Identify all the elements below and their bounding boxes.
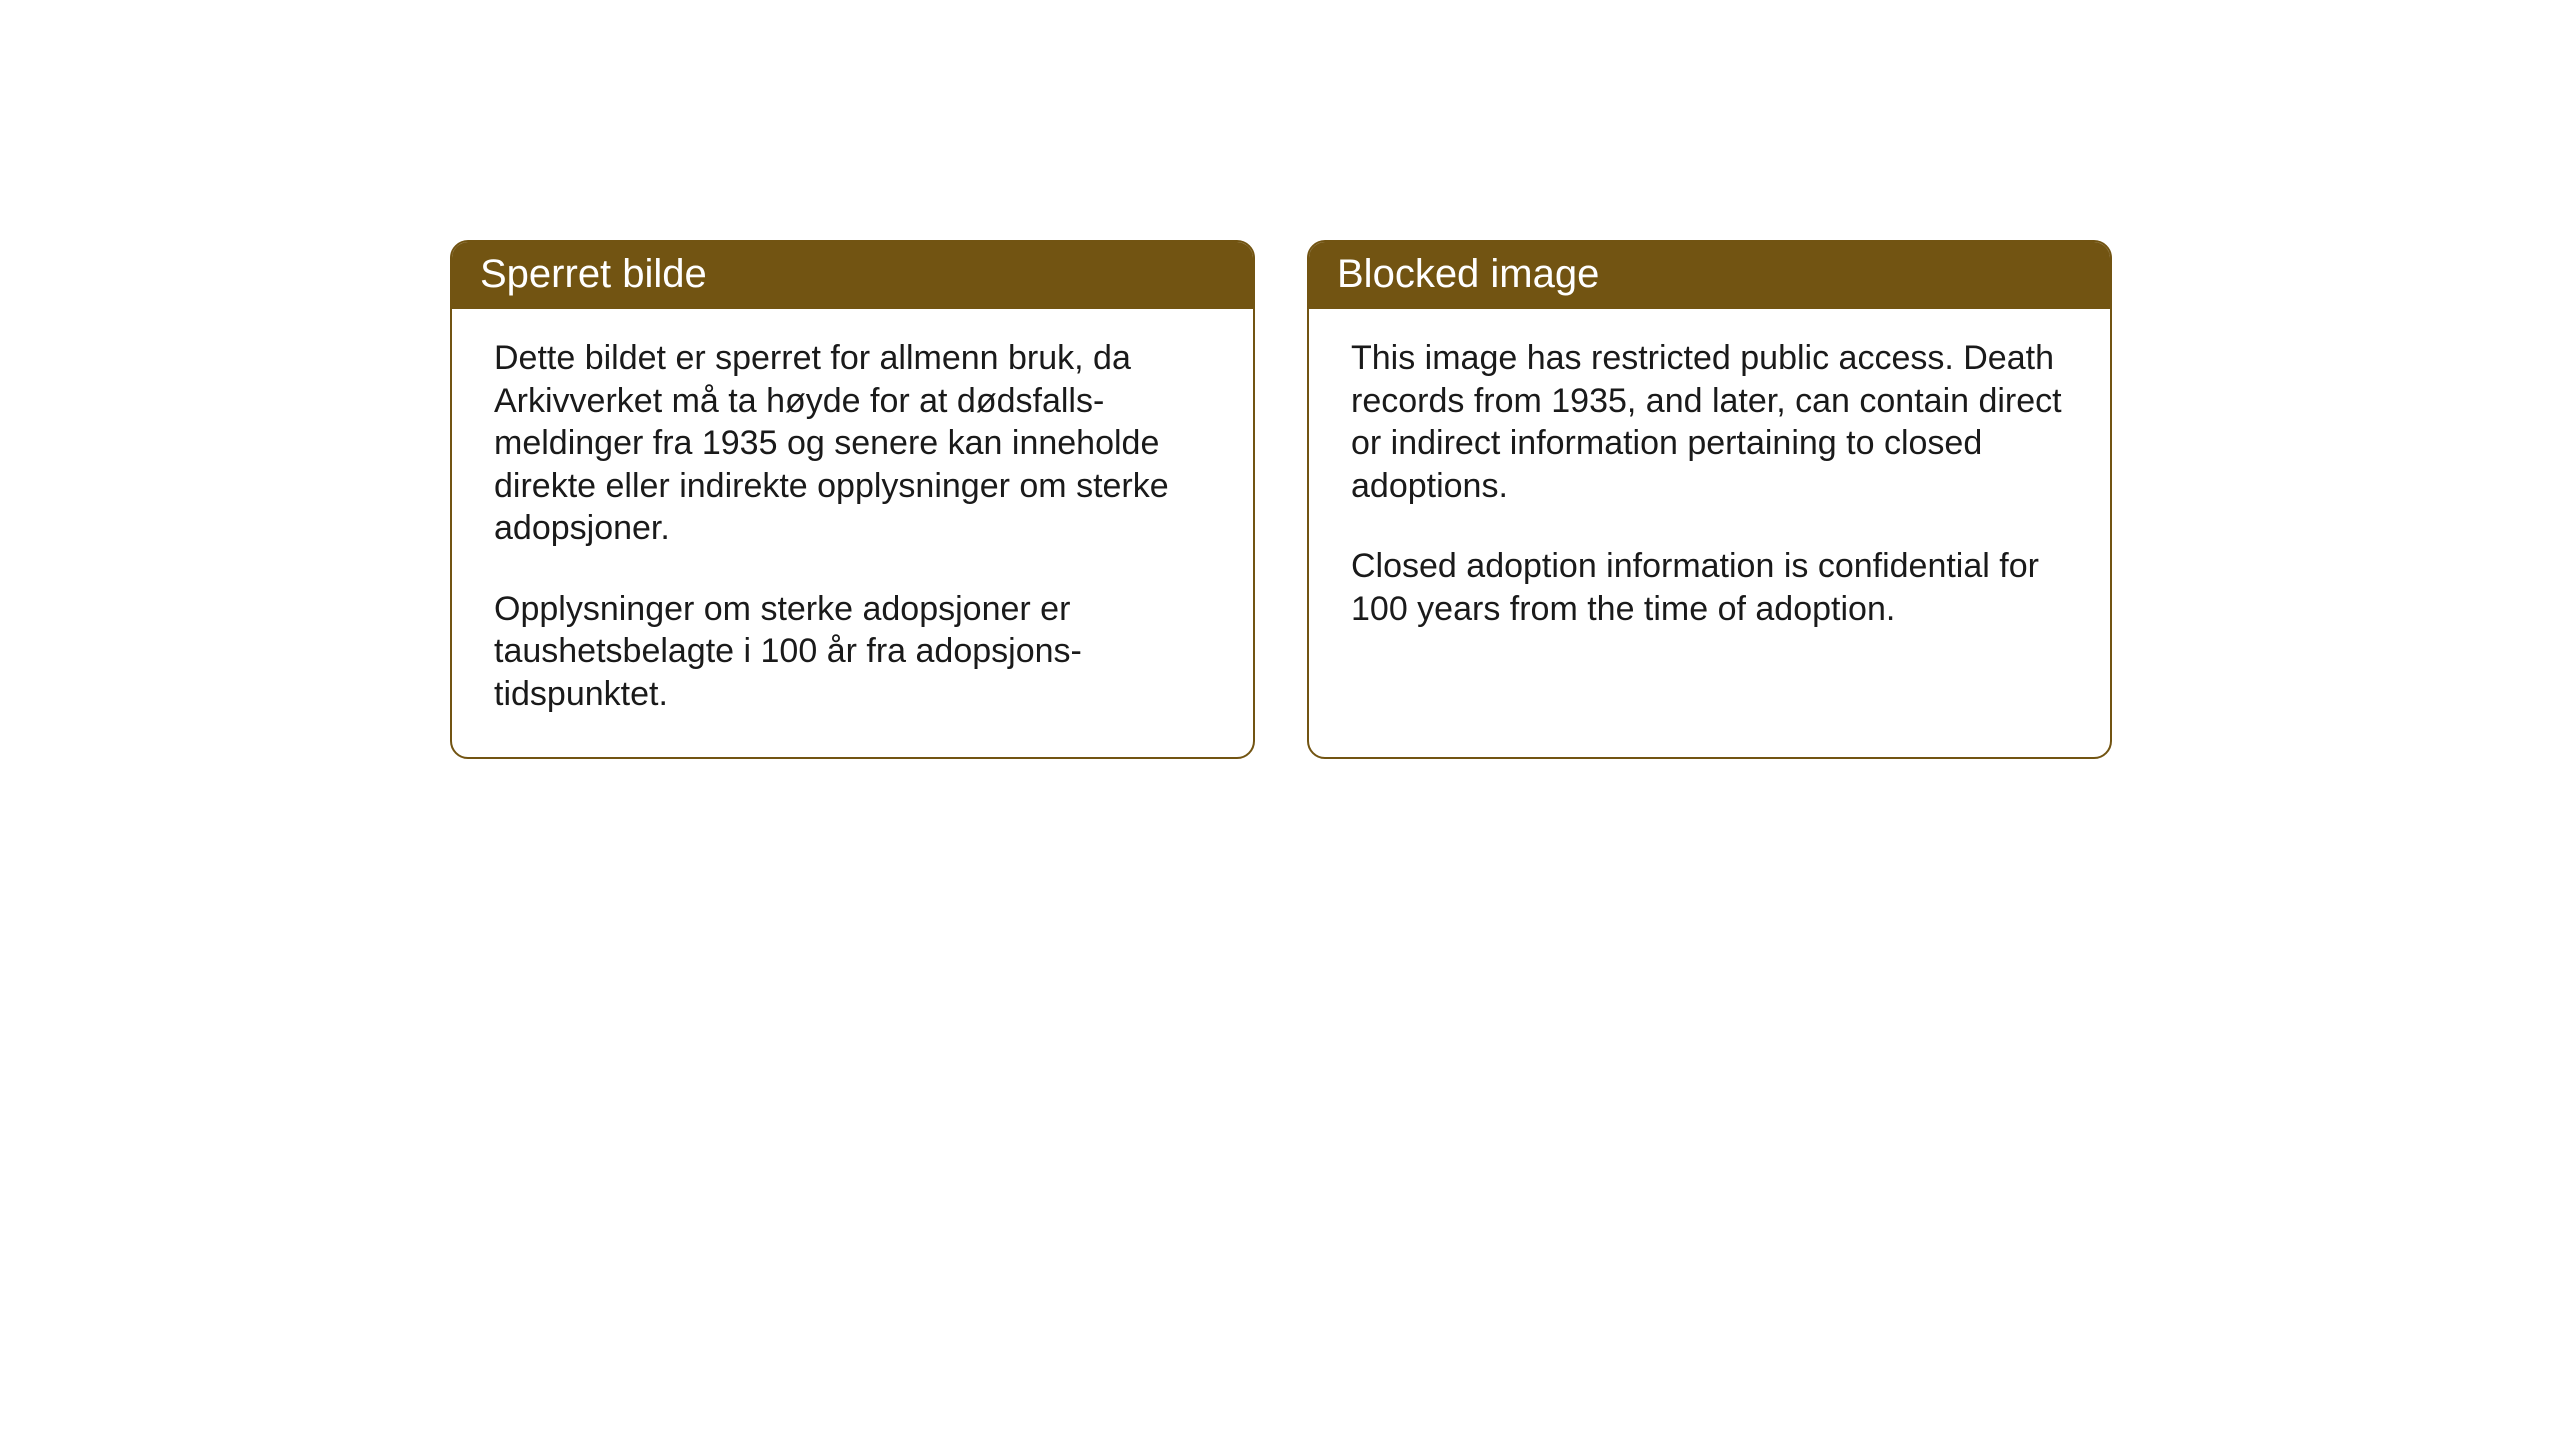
- notice-paragraph: This image has restricted public access.…: [1351, 337, 2068, 507]
- notice-box-norwegian: Sperret bilde Dette bildet er sperret fo…: [450, 240, 1255, 759]
- notice-body-left: Dette bildet er sperret for allmenn bruk…: [452, 309, 1253, 757]
- notice-paragraph: Dette bildet er sperret for allmenn bruk…: [494, 337, 1211, 550]
- notice-container: Sperret bilde Dette bildet er sperret fo…: [450, 240, 2112, 759]
- notice-header-left: Sperret bilde: [452, 242, 1253, 309]
- notice-paragraph: Closed adoption information is confident…: [1351, 545, 2068, 630]
- notice-header-right: Blocked image: [1309, 242, 2110, 309]
- notice-body-right: This image has restricted public access.…: [1309, 309, 2110, 749]
- notice-paragraph: Opplysninger om sterke adopsjoner er tau…: [494, 588, 1211, 716]
- notice-box-english: Blocked image This image has restricted …: [1307, 240, 2112, 759]
